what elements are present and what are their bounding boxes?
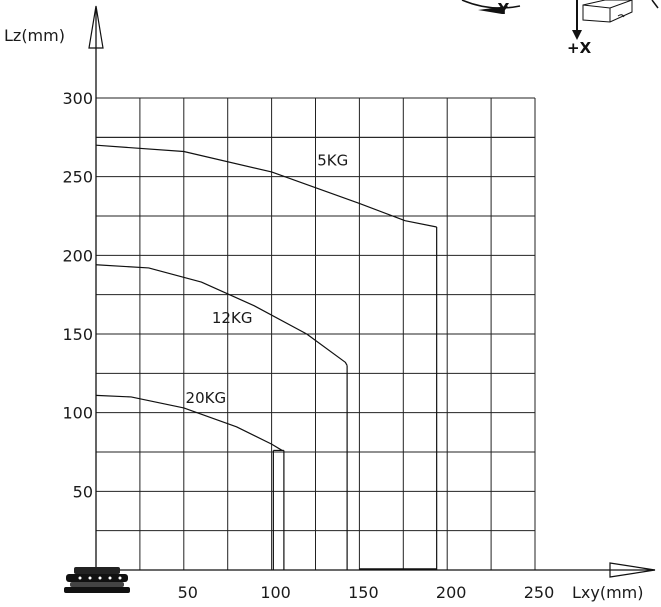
- series-curve: [95, 394, 283, 451]
- series-label: 12KG: [212, 309, 253, 327]
- axes: [88, 5, 656, 578]
- y-tick-label: 200: [62, 246, 93, 265]
- x-tick-label: 200: [436, 583, 467, 602]
- icon-label-pos-x: +X: [567, 39, 592, 57]
- y-tick-label: 50: [73, 482, 93, 501]
- y-tick-label: 150: [62, 325, 93, 344]
- icon-label-neg-y: -Y: [494, 0, 510, 18]
- series-group: 5KG 12KG 20KG: [95, 144, 438, 570]
- x-axis-arrow: [609, 562, 656, 578]
- series-curve: [95, 144, 437, 228]
- y-axis-label: Lz(mm): [4, 26, 65, 45]
- x-tick-label: 100: [260, 583, 291, 602]
- tick-labels: 50 100 150 200 250 300 50 100 150 200 250: [62, 89, 554, 602]
- x-axis-label: Lxy(mm): [572, 583, 644, 602]
- grid: [96, 97, 536, 570]
- series-label: 20KG: [186, 389, 227, 407]
- orientation-icon: -Y +X: [461, 0, 659, 57]
- x-tick-label: 150: [348, 583, 379, 602]
- series-label: 5KG: [317, 152, 348, 170]
- y-axis-arrow: [88, 5, 104, 49]
- y-tick-label: 300: [62, 89, 93, 108]
- series-curve: [95, 264, 348, 366]
- y-tick-label: 100: [62, 404, 93, 423]
- x-tick-label: 250: [524, 583, 555, 602]
- robot-base-icon: [64, 567, 130, 593]
- y-tick-label: 250: [62, 168, 93, 187]
- x-tick-label: 50: [178, 583, 198, 602]
